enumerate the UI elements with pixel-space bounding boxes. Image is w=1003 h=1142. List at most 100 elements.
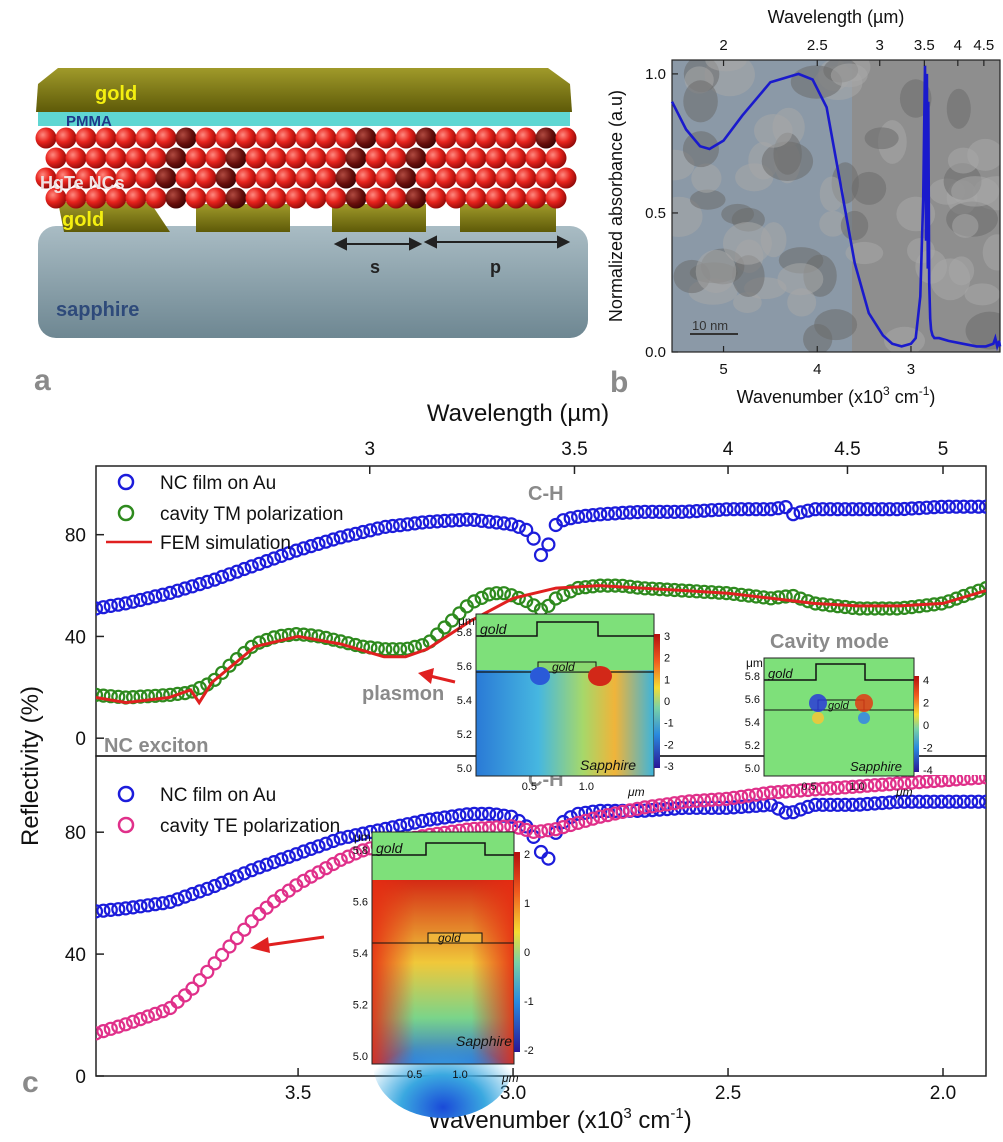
- nanocrystal: [145, 187, 167, 209]
- data-point: [570, 806, 586, 821]
- data-point: [541, 851, 556, 866]
- inset-te-field-map: gold gold Sapphire μm μm 5.8 5.6 5.4 5.2 5.0…: [353, 830, 534, 1118]
- nanocrystal: [495, 127, 517, 149]
- data-point: [734, 502, 749, 517]
- data-point: [570, 815, 586, 831]
- data-point: [341, 829, 356, 844]
- legend-label: cavity TM polarization: [160, 504, 343, 525]
- nanocrystal: [395, 167, 417, 189]
- data-point: [422, 514, 437, 529]
- x-tick-label: 5: [719, 361, 727, 378]
- data-point: [289, 626, 304, 642]
- nanocrystal: [45, 187, 67, 209]
- data-point: [385, 642, 400, 657]
- nanocrystal: [515, 167, 537, 189]
- legend-label: cavity TE polarization: [160, 816, 340, 837]
- data-point: [148, 897, 163, 912]
- data-point: [252, 860, 267, 875]
- data-point: [467, 806, 482, 822]
- data-point: [318, 534, 333, 549]
- data-point: [889, 794, 905, 810]
- data-point: [504, 588, 519, 603]
- data-point: [711, 502, 727, 517]
- data-point: [192, 973, 207, 988]
- data-point: [348, 526, 363, 541]
- data-point: [348, 846, 363, 861]
- data-point: [215, 875, 230, 890]
- colorbar-tick-label: 0: [664, 696, 670, 708]
- data-point: [941, 499, 957, 514]
- data-point: [674, 795, 690, 810]
- data-point: [326, 856, 341, 872]
- data-point: [407, 516, 422, 531]
- nanocrystal: [325, 147, 347, 169]
- colorbar-tick-label: 2: [664, 653, 670, 665]
- nanocrystal: [455, 167, 477, 189]
- data-point: [96, 687, 104, 702]
- data-point: [326, 532, 341, 547]
- data-point: [103, 1021, 118, 1036]
- data-point: [741, 788, 756, 803]
- x-tick-label: 2.5: [715, 1083, 741, 1104]
- data-point: [370, 521, 385, 536]
- data-point: [919, 775, 934, 789]
- data-point: [355, 524, 371, 540]
- colorbar-tick-label: -3: [664, 761, 674, 773]
- panel-a-schematic: gold PMMA HgTe NCs gold sapphire s p a: [34, 68, 588, 397]
- data-point: [511, 820, 526, 835]
- label-sapphire: sapphire: [56, 299, 139, 321]
- data-point: [652, 798, 667, 813]
- data-point: [904, 794, 919, 809]
- inset-y-tick-label: 5.2: [457, 729, 472, 741]
- inset-unit: μm: [458, 614, 475, 628]
- arrow-to-plasmon: [418, 668, 456, 684]
- nanocrystal: [485, 187, 507, 209]
- data-point: [140, 1009, 155, 1024]
- panel-b-absorbance-chart: 5 4 3 0.0 0.5 1.0 2 2.5 3 3.5 4 4.5 10 nm Wavelengt…: [606, 7, 1002, 407]
- fem-simulation-line: [96, 584, 986, 706]
- inset-y-tick-label: 5.4: [457, 695, 472, 707]
- nanocrystal: [85, 147, 107, 169]
- data-point: [244, 863, 259, 878]
- data-point: [407, 815, 422, 830]
- data-point: [467, 512, 482, 528]
- data-point: [778, 589, 793, 604]
- data-point: [734, 799, 749, 815]
- data-point: [674, 504, 690, 519]
- data-point: [964, 794, 979, 809]
- data-point: [266, 854, 282, 870]
- data-point: [919, 500, 934, 515]
- data-point: [363, 523, 378, 538]
- data-point: [875, 777, 890, 792]
- nanocrystal: [245, 187, 267, 209]
- data-point: [697, 793, 712, 808]
- nanocrystal: [175, 127, 197, 149]
- tem-image: [672, 60, 1000, 352]
- gold-electrode: [332, 204, 426, 232]
- data-point: [815, 781, 830, 797]
- data-point: [912, 501, 927, 516]
- colorbar-tick-label: -2: [923, 743, 933, 755]
- data-point: [266, 551, 282, 566]
- data-point: [978, 499, 986, 514]
- nanocrystal: [195, 127, 217, 149]
- data-point: [556, 513, 571, 528]
- data-point: [482, 514, 497, 529]
- inset-y-tick-label: 5.6: [745, 694, 760, 706]
- inset-y-tick-label: 5.0: [353, 1051, 368, 1063]
- data-point: [748, 787, 764, 802]
- data-point: [926, 794, 942, 809]
- data-point: [830, 502, 845, 517]
- nanocrystal: [375, 167, 397, 189]
- data-point: [711, 800, 727, 815]
- data-point: [934, 499, 949, 514]
- data-point: [452, 512, 467, 528]
- data-point: [133, 1011, 148, 1027]
- data-point: [815, 502, 830, 517]
- nanocrystal: [505, 147, 527, 169]
- data-point: [593, 809, 608, 824]
- data-point: [630, 504, 645, 520]
- nanocrystal: [165, 147, 187, 169]
- x-tick-label: 3: [907, 361, 915, 378]
- data-point: [259, 553, 274, 569]
